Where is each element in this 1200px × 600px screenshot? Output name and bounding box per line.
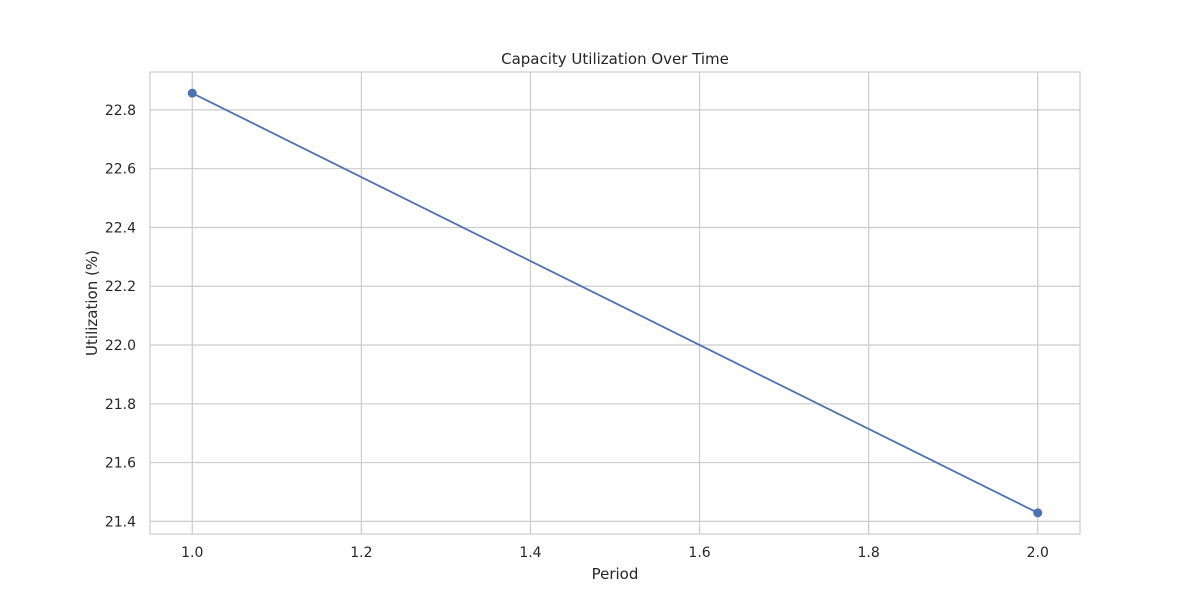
series-line — [191, 92, 1039, 514]
y-tick-label: 22.0 — [105, 338, 136, 354]
y-tick-label: 21.6 — [105, 456, 136, 472]
y-tick-label: 22.4 — [105, 220, 136, 236]
x-tick-labels: 1.0 1.2 1.4 1.6 1.8 2.0 — [181, 545, 1049, 561]
x-axis-label: Period — [592, 565, 639, 583]
plot-frame — [149, 71, 1081, 535]
y-tick-label: 21.4 — [105, 514, 136, 530]
x-gridlines — [191, 72, 1039, 534]
x-tick-label: 2.0 — [1027, 545, 1049, 561]
x-tick-label: 1.6 — [688, 545, 710, 561]
y-tick-labels: 21.4 21.6 21.8 22.0 22.2 22.4 22.6 22.8 — [105, 103, 136, 530]
x-tick-label: 1.0 — [181, 545, 203, 561]
y-tick-label: 22.6 — [105, 162, 136, 178]
chart-title: Capacity Utilization Over Time — [501, 50, 729, 68]
x-tick-label: 1.4 — [519, 545, 541, 561]
y-tick-label: 22.2 — [105, 279, 136, 295]
y-axis-label: Utilization (%) — [83, 250, 101, 356]
data-point — [1033, 508, 1043, 518]
data-point — [187, 88, 197, 98]
series-group — [187, 88, 1043, 518]
y-tick-label: 22.8 — [105, 103, 136, 119]
x-tick-label: 1.8 — [858, 545, 880, 561]
y-tick-label: 21.8 — [105, 397, 136, 413]
y-gridlines — [150, 109, 1080, 522]
x-tick-label: 1.2 — [350, 545, 372, 561]
